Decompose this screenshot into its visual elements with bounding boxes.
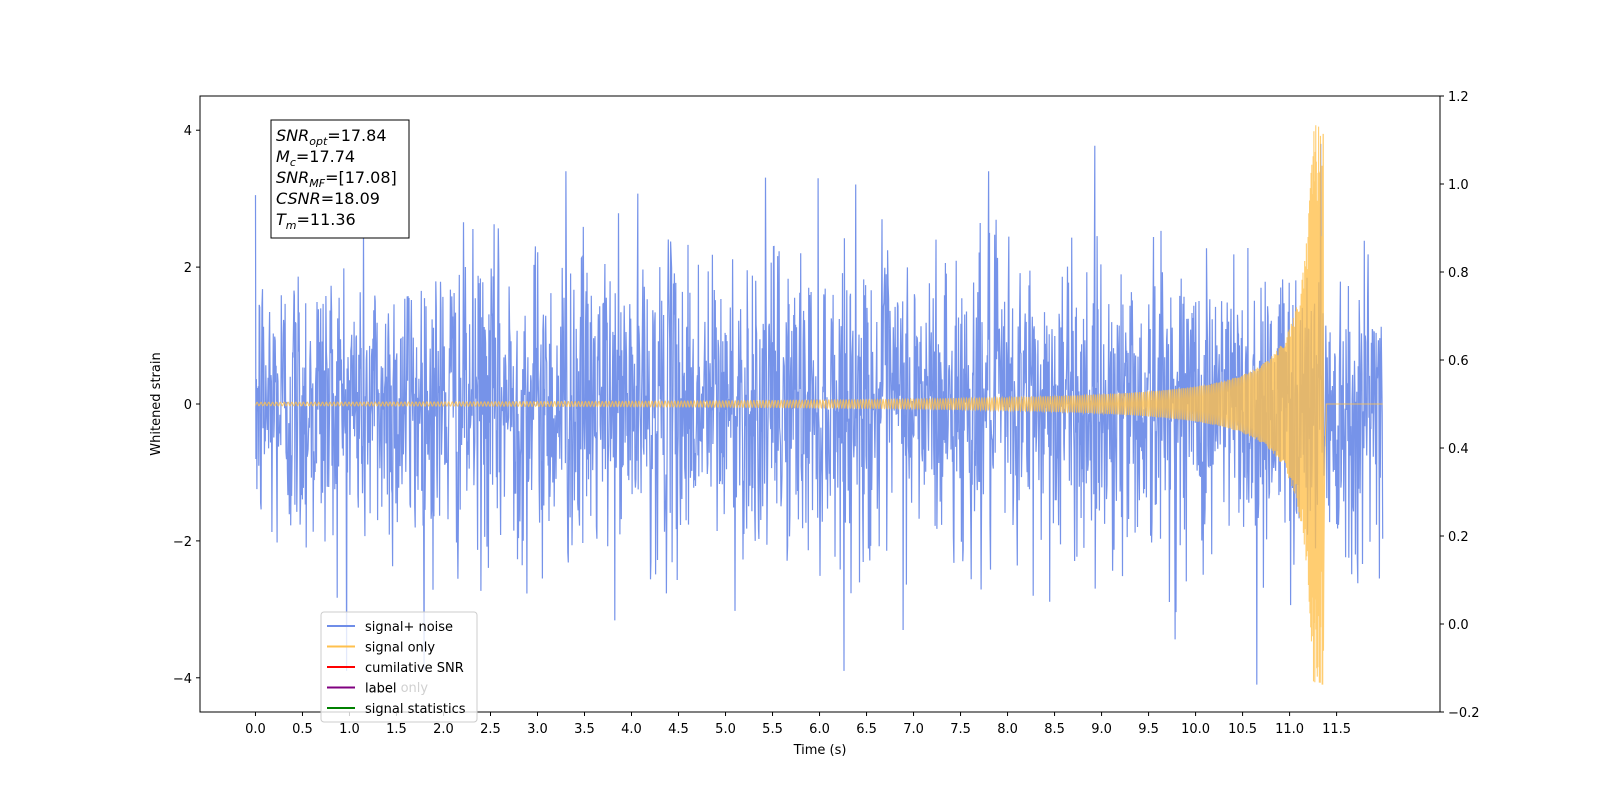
legend-label: signal only xyxy=(365,641,435,656)
x-tick-label: 8.5 xyxy=(1044,722,1065,737)
annotation-box: SNRopt=17.84Mc=17.74SNRMF=[17.08]CSNR=18… xyxy=(270,119,410,239)
x-tick-label: 1.5 xyxy=(386,722,407,737)
x-axis-label: Time (s) xyxy=(793,743,847,758)
x-tick-label: 9.0 xyxy=(1091,722,1112,737)
series-signal-noise xyxy=(254,143,1384,685)
x-tick-label: 4.5 xyxy=(668,722,689,737)
x-tick-label: 0.0 xyxy=(245,722,266,737)
y2-tick-label: 1.2 xyxy=(1448,90,1469,105)
series-signal-only xyxy=(254,125,1383,685)
annotation-line: SNRopt=17.84 xyxy=(276,126,387,148)
x-tick-label: 4.0 xyxy=(621,722,642,737)
legend-label: cumilative SNR xyxy=(365,661,464,676)
x-tick-label: 10.0 xyxy=(1181,722,1210,737)
x-tick-label: 0.5 xyxy=(292,722,313,737)
x-tick-label: 5.5 xyxy=(762,722,783,737)
y2-tick-label: 1.0 xyxy=(1448,178,1469,193)
x-tick-label: 2.5 xyxy=(480,722,501,737)
x-tick-label: 11.5 xyxy=(1322,722,1351,737)
x-tick-label: 2.0 xyxy=(433,722,454,737)
y2-tick-label: 0.6 xyxy=(1448,354,1469,369)
legend-label: label xyxy=(365,682,396,697)
y-tick-label: −4 xyxy=(173,672,192,687)
legend-frame xyxy=(320,611,478,723)
x-tick-label: 6.0 xyxy=(809,722,830,737)
y-tick-label: 0 xyxy=(184,398,192,413)
x-tick-label: 11.0 xyxy=(1275,722,1304,737)
y2-tick-label: 0.0 xyxy=(1448,618,1469,633)
x-tick-label: 7.0 xyxy=(903,722,924,737)
x-tick-label: 8.0 xyxy=(997,722,1018,737)
x-tick-label: 3.5 xyxy=(574,722,595,737)
annotation-line: Tm=11.36 xyxy=(276,210,356,232)
x-tick-label: 7.5 xyxy=(950,722,971,737)
x-tick-label: 1.0 xyxy=(339,722,360,737)
annotation-line: Mc=17.74 xyxy=(276,147,355,169)
x-tick-label: 5.0 xyxy=(715,722,736,737)
y-tick-label: 4 xyxy=(184,124,192,139)
y-tick-label: −2 xyxy=(173,535,192,550)
x-tick-label: 9.5 xyxy=(1138,722,1159,737)
legend-label: signal+ noise xyxy=(365,620,453,635)
x-tick-label: 10.5 xyxy=(1228,722,1257,737)
y-axis-label: Whitened strain xyxy=(149,352,164,455)
legend-label: signal statistics xyxy=(365,702,466,717)
axis-layer: 0.0 0.5 1.0 1.5 2.0 2.5 3.0 3.5 4.0 4.5 5.0 5.5 6.0 6… xyxy=(173,90,1480,737)
x-tick-label: 3.0 xyxy=(527,722,548,737)
y2-tick-label: −0.2 xyxy=(1448,706,1480,721)
y2-tick-label: 0.4 xyxy=(1448,442,1469,457)
y2-tick-label: 0.8 xyxy=(1448,266,1469,281)
series-layer xyxy=(254,125,1384,685)
annotation-frame xyxy=(270,119,410,239)
annotation-line: CSNR=18.09 xyxy=(276,189,380,208)
legend-occluded-text: label only xyxy=(365,681,428,696)
annotation-line: SNRMF=[17.08] xyxy=(276,168,397,190)
legend: label only signal+ noise signal only cumila… xyxy=(320,611,478,723)
y-tick-label: 2 xyxy=(184,261,192,276)
y2-tick-label: 0.2 xyxy=(1448,530,1469,545)
x-tick-label: 6.5 xyxy=(856,722,877,737)
